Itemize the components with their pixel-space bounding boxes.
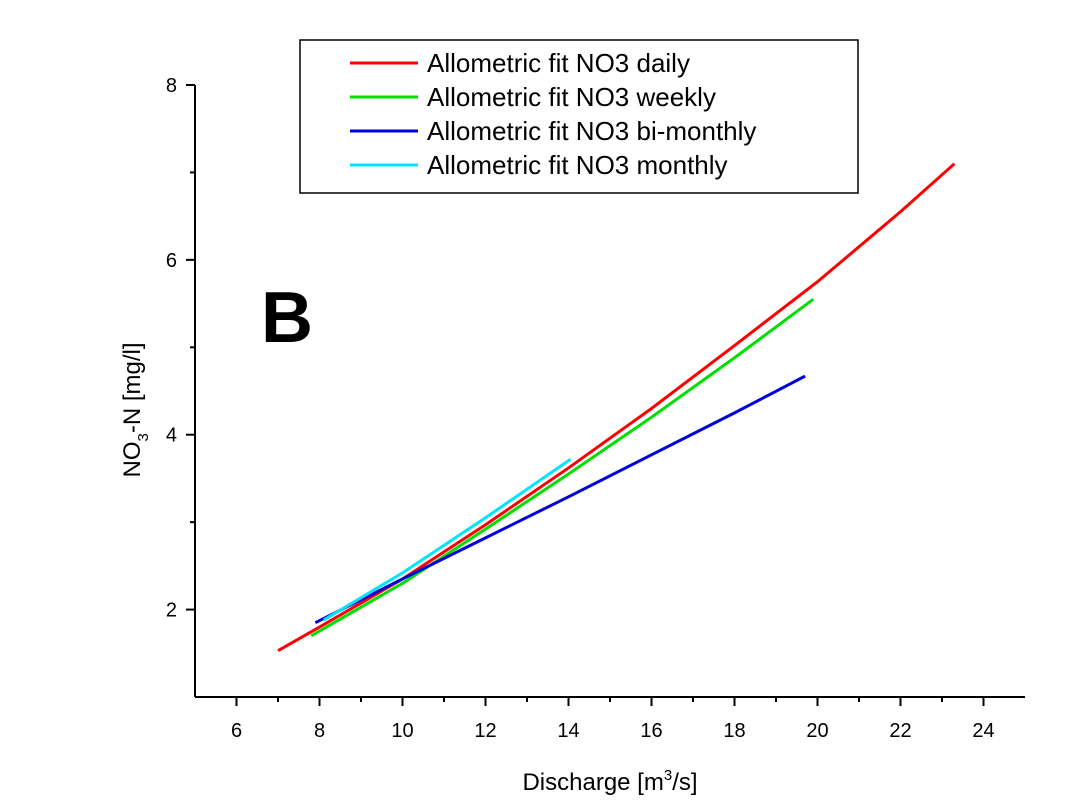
x-label-part: /s] (672, 769, 697, 796)
x-label-sup: 3 (664, 767, 672, 784)
legend-label: Allometric fit NO3 daily (427, 48, 690, 78)
fit-line (314, 374, 806, 625)
x-tick-label: 22 (889, 720, 911, 742)
x-tick-label: 24 (972, 720, 994, 742)
y-axis-label: NO3-N [mg/l] (119, 342, 152, 477)
legend-box (299, 39, 859, 194)
x-tick-label: 14 (557, 720, 579, 742)
y-label-part: NO (119, 442, 146, 478)
x-tick-label: 20 (806, 720, 828, 742)
y-label-sub: 3 (135, 433, 152, 441)
y-tick-label: 8 (166, 75, 177, 97)
legend-label: Allometric fit NO3 monthly (427, 150, 728, 180)
fit-line (322, 457, 572, 622)
x-label-part: Discharge [m (522, 769, 663, 796)
legend-label: Allometric fit NO3 bi-monthly (427, 116, 756, 146)
y-tick-label: 2 (166, 600, 177, 622)
x-tick-label: 6 (231, 720, 242, 742)
x-tick-label: 18 (723, 720, 745, 742)
x-tick-label: 10 (391, 720, 413, 742)
x-tick-label: 12 (474, 720, 496, 742)
fit-line (277, 162, 956, 652)
x-tick-label: 8 (314, 720, 325, 742)
fit-line (310, 297, 815, 638)
x-tick-label: 16 (640, 720, 662, 742)
legend-label: Allometric fit NO3 weekly (427, 82, 716, 112)
y-tick-label: 6 (166, 250, 177, 272)
y-tick-label: 4 (166, 425, 177, 447)
y-label-part: -N [mg/l] (119, 342, 146, 433)
panel-label: B (261, 278, 313, 358)
x-axis-label: Discharge [m3/s] (522, 767, 697, 796)
